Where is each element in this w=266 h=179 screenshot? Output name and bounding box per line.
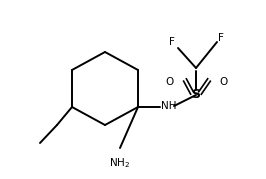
Text: NH$_2$: NH$_2$	[109, 156, 131, 170]
Text: S: S	[192, 88, 201, 101]
Text: O: O	[166, 77, 174, 87]
Text: F: F	[218, 33, 224, 43]
Text: F: F	[169, 37, 175, 47]
Text: O: O	[220, 77, 228, 87]
Text: NH: NH	[161, 101, 177, 111]
